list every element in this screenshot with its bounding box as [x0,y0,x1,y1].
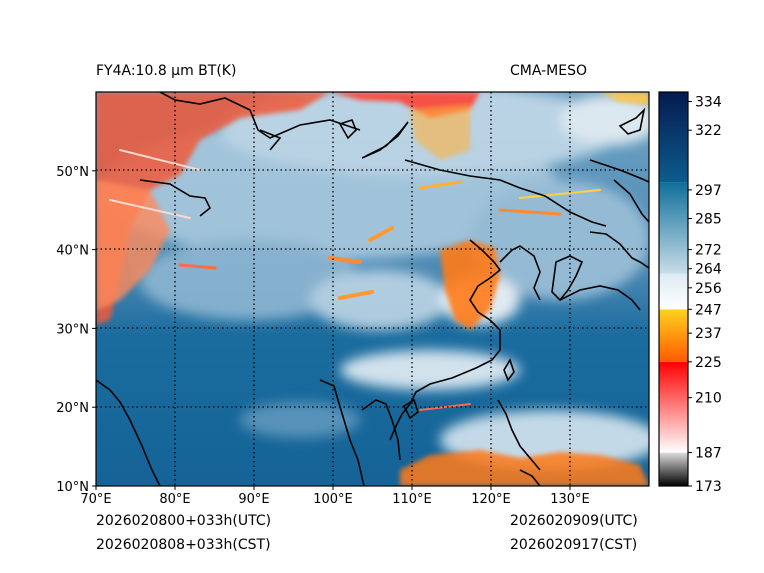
lat-tick-label: 20°N [56,401,89,416]
colorbar-tick-label: 237 [695,326,722,342]
lon-tick-label: 110°E [392,492,432,507]
lon-tick-label: 130°E [550,492,590,507]
colorbar-frame [658,91,689,487]
colorbar-segment [659,309,688,362]
lon-tick-label: 120°E [471,492,511,507]
colorbar-segment [659,361,688,453]
colorbar-segment [659,273,688,310]
colorbar-tick-label: 225 [695,355,722,371]
colorbar-tick-label: 210 [695,391,722,407]
lat-tick-label: 30°N [56,322,89,337]
colorbar-tick-label: 173 [695,479,722,495]
init-time-utc: 2026020800+033h(UTC) [96,513,272,529]
longitude-axis: 70°E 80°E 90°E 100°E 110°E 120°E 130°E [80,486,590,507]
map-frame [95,91,650,487]
colorbar-tick-label: 285 [695,212,722,228]
brightness-temperature-field [96,92,649,486]
lon-tick-label: 100°E [313,492,353,507]
valid-time-cst: 2026020917(CST) [510,537,638,553]
init-time-cst: 2026020808+033h(CST) [96,537,271,553]
colorbar-tick-label: 297 [695,183,722,199]
colorbar-tick-label: 322 [695,123,722,139]
plot-title: FY4A:10.8 μm BT(K) [96,63,237,79]
colorbar-tick-label: 334 [695,95,722,111]
colorbar-tick-label: 187 [695,446,722,462]
lat-tick-label: 40°N [56,244,89,259]
valid-time-utc: 2026020909(UTC) [510,513,638,529]
lat-tick-label: 50°N [56,165,89,180]
model-name: CMA-MESO [510,63,588,79]
lat-tick-label: 10°N [56,480,89,495]
lon-tick-label: 70°E [80,492,111,507]
colorbar-segment [659,92,688,183]
latitude-axis: 10°N 20°N 30°N 40°N 50°N [56,165,96,495]
colorbar-tick-label: 272 [695,243,722,259]
colorbar: 173 187 210 225 237 247 256 264 272 285 297 322 334 [658,91,722,495]
colorbar-segment [659,452,688,486]
colorbar-tick-label: 264 [695,262,722,278]
colorbar-tick-label: 247 [695,302,722,318]
lon-tick-label: 90°E [238,492,269,507]
lon-tick-label: 80°E [159,492,190,507]
colorbar-tick-label: 256 [695,281,722,297]
colorbar-segment [659,182,688,274]
